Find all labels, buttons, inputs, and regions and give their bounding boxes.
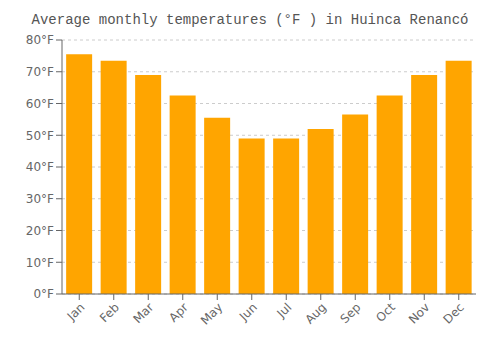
- svg-text:Dec: Dec: [441, 300, 467, 326]
- svg-text:30°F: 30°F: [26, 192, 54, 206]
- svg-text:60°F: 60°F: [26, 97, 54, 111]
- svg-text:80°F: 80°F: [26, 33, 54, 47]
- svg-text:0°F: 0°F: [33, 287, 54, 301]
- svg-text:Feb: Feb: [97, 300, 122, 325]
- svg-text:70°F: 70°F: [26, 65, 54, 79]
- svg-text:Apr: Apr: [166, 300, 191, 325]
- svg-text:Aug: Aug: [302, 300, 328, 326]
- svg-text:Sep: Sep: [337, 300, 363, 326]
- svg-text:20°F: 20°F: [26, 224, 54, 238]
- svg-text:Jan: Jan: [64, 300, 88, 324]
- svg-text:Mar: Mar: [130, 300, 156, 326]
- svg-text:Jun: Jun: [236, 300, 260, 324]
- svg-text:Nov: Nov: [406, 300, 432, 326]
- svg-text:May: May: [198, 300, 225, 327]
- svg-text:Jul: Jul: [274, 300, 295, 321]
- svg-text:Oct: Oct: [373, 300, 398, 325]
- html-text:Average monthly temperatures (: Average monthly temperatures (°F ) in Hu…: [31, 12, 469, 28]
- svg-text:40°F: 40°F: [26, 160, 54, 174]
- svg-text:10°F: 10°F: [26, 256, 54, 270]
- svg-text:50°F: 50°F: [26, 129, 54, 143]
